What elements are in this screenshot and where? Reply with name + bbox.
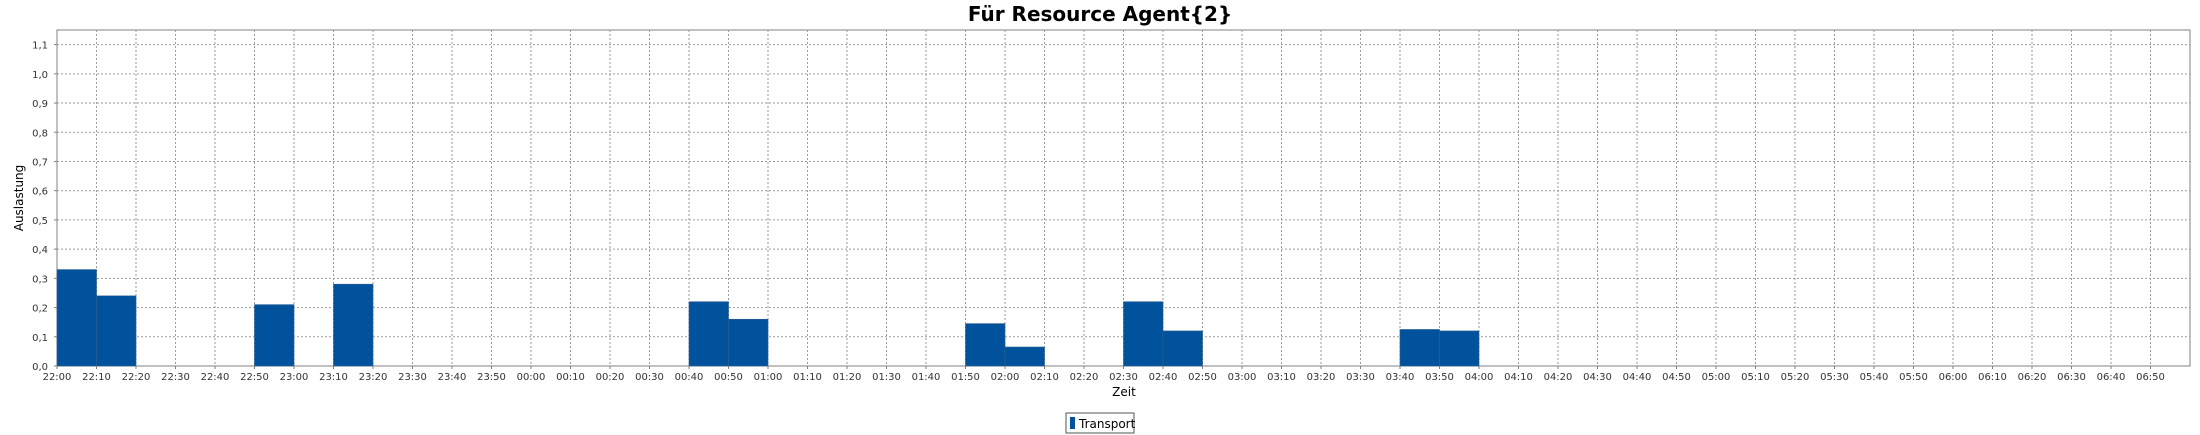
x-tick-label: 23:30 xyxy=(398,372,427,383)
x-tick-label: 01:20 xyxy=(833,372,862,383)
x-tick-label: 02:30 xyxy=(1109,372,1138,383)
x-tick-label: 02:40 xyxy=(1149,372,1178,383)
y-axis-label: Auslastung xyxy=(12,165,26,232)
bar-22:00 xyxy=(56,269,97,367)
x-tick-label: 06:10 xyxy=(1978,372,2007,383)
x-tick-label: 01:00 xyxy=(754,372,783,383)
x-tick-label: 01:50 xyxy=(951,372,980,383)
x-tick-label: 06:20 xyxy=(2018,372,2047,383)
x-tick-label: 04:20 xyxy=(1544,372,1573,383)
x-tick-label: 23:10 xyxy=(319,372,348,383)
x-tick-label: 03:40 xyxy=(1386,372,1415,383)
x-tick-label: 23:50 xyxy=(477,372,506,383)
x-tick-label: 22:30 xyxy=(161,372,190,383)
x-tick-label: 22:50 xyxy=(240,372,269,383)
x-tick-label: 00:00 xyxy=(517,372,546,383)
bar-02:30 xyxy=(1123,301,1164,367)
legend: Transport xyxy=(1065,412,1136,434)
x-tick-label: 01:10 xyxy=(793,372,822,383)
x-tick-label: 02:10 xyxy=(1030,372,1059,383)
x-tick-label: 23:40 xyxy=(438,372,467,383)
x-tick-label: 01:40 xyxy=(912,372,941,383)
bar-02:40 xyxy=(1162,330,1203,367)
x-tick-label: 03:20 xyxy=(1307,372,1336,383)
x-axis-ticks: 22:00 22:10 22:20 22:30 22:40 22:50 23:00 23:10… xyxy=(43,366,2165,383)
x-tick-label: 02:00 xyxy=(991,372,1020,383)
bar-01:50 xyxy=(965,323,1006,367)
x-tick-label: 06:00 xyxy=(1939,372,1968,383)
x-tick-label: 05:10 xyxy=(1741,372,1770,383)
x-tick-label: 04:50 xyxy=(1662,372,1691,383)
x-tick-label: 22:20 xyxy=(122,372,151,383)
x-tick-label: 22:40 xyxy=(201,372,230,383)
bar-22:10 xyxy=(96,295,137,367)
y-tick-label: 0,0 xyxy=(32,362,48,373)
x-tick-label: 06:50 xyxy=(2136,372,2165,383)
y-tick-label: 0,7 xyxy=(32,157,48,168)
x-tick-label: 05:20 xyxy=(1781,372,1810,383)
x-axis-label: Zeit xyxy=(1112,385,1136,399)
x-tick-label: 22:00 xyxy=(43,372,72,383)
x-tick-label: 01:30 xyxy=(872,372,901,383)
x-tick-label: 00:20 xyxy=(596,372,625,383)
x-tick-label: 05:50 xyxy=(1899,372,1928,383)
x-tick-label: 03:00 xyxy=(1228,372,1257,383)
x-tick-label: 04:10 xyxy=(1504,372,1533,383)
y-tick-label: 0,4 xyxy=(32,245,48,256)
legend-label: Transport xyxy=(1078,417,1136,431)
x-tick-label: 04:00 xyxy=(1465,372,1494,383)
x-tick-label: 00:50 xyxy=(714,372,743,383)
y-tick-label: 0,5 xyxy=(32,216,48,227)
x-tick-label: 05:40 xyxy=(1860,372,1889,383)
x-tick-label: 06:30 xyxy=(2057,372,2086,383)
x-tick-label: 00:40 xyxy=(675,372,704,383)
legend-swatch xyxy=(1070,417,1075,429)
x-tick-label: 05:00 xyxy=(1702,372,1731,383)
y-tick-label: 0,1 xyxy=(32,333,48,344)
y-axis-ticks: 0,0 0,1 0,2 0,3 0,4 0,5 0,6 0,7 0,8 0,9 1,0 1,1 xyxy=(32,41,57,373)
x-tick-label: 04:40 xyxy=(1623,372,1652,383)
x-tick-label: 23:20 xyxy=(359,372,388,383)
y-tick-label: 0,2 xyxy=(32,304,48,315)
x-tick-label: 02:20 xyxy=(1070,372,1099,383)
x-tick-label: 06:40 xyxy=(2097,372,2126,383)
bars xyxy=(56,269,1480,367)
legend-box xyxy=(1065,412,1135,434)
y-tick-label: 0,9 xyxy=(32,99,48,110)
x-tick-label: 22:10 xyxy=(82,372,111,383)
x-tick-label: 03:50 xyxy=(1425,372,1454,383)
y-tick-label: 0,8 xyxy=(32,128,48,139)
bar-23:10 xyxy=(333,283,374,367)
y-tick-label: 1,1 xyxy=(32,41,48,52)
y-tick-label: 0,3 xyxy=(32,274,48,285)
x-tick-label: 02:50 xyxy=(1188,372,1217,383)
x-tick-label: 03:10 xyxy=(1267,372,1296,383)
chart-title: Für Resource Agent{2} xyxy=(968,2,1232,26)
bar-03:50 xyxy=(1439,330,1480,367)
x-tick-label: 03:30 xyxy=(1346,372,1375,383)
x-tick-label: 04:30 xyxy=(1583,372,1612,383)
y-tick-label: 0,6 xyxy=(32,187,48,198)
x-tick-label: 00:10 xyxy=(556,372,585,383)
x-tick-label: 23:00 xyxy=(280,372,309,383)
bar-03:40 xyxy=(1399,329,1440,367)
x-tick-label: 00:30 xyxy=(635,372,664,383)
bar-02:00 xyxy=(1004,346,1045,367)
bar-22:50 xyxy=(254,304,295,367)
y-tick-label: 1,0 xyxy=(32,70,48,81)
bar-00:50 xyxy=(728,318,769,367)
bar-00:40 xyxy=(688,301,729,367)
x-tick-label: 05:30 xyxy=(1820,372,1849,383)
